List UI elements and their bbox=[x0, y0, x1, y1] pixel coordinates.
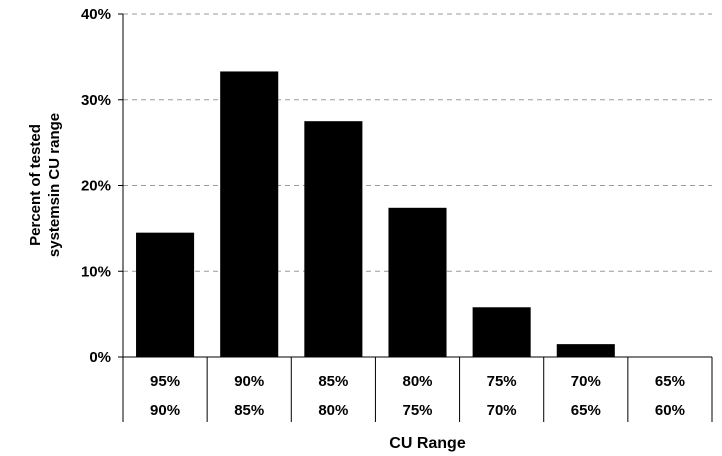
x-axis-categories: 95% 90% 90% 85% 85% 80% 80% 75% 75% 70% 70% 65% 65% 6… bbox=[122, 357, 713, 422]
y-tick-label-4: 40% bbox=[81, 6, 111, 23]
x-axis-label: CU Range bbox=[389, 435, 466, 452]
y-tick-label-3: 30% bbox=[81, 92, 111, 109]
y-tick-label-0: 0% bbox=[89, 349, 111, 366]
category-lower-label-4: 70% bbox=[487, 402, 517, 419]
category-upper-label-1: 90% bbox=[234, 373, 264, 390]
bar-0 bbox=[136, 232, 195, 357]
category-upper-label-0: 95% bbox=[150, 373, 180, 390]
y-tick-label-1: 10% bbox=[81, 263, 111, 280]
bar-5 bbox=[556, 344, 615, 357]
category-upper-label-3: 80% bbox=[402, 373, 432, 390]
bar-1 bbox=[220, 71, 279, 357]
y-axis-ticks: 0% 10% 20% 30% 40% bbox=[81, 6, 123, 366]
bar-4 bbox=[472, 307, 531, 357]
category-lower-label-0: 90% bbox=[150, 402, 180, 419]
category-lower-label-1: 85% bbox=[234, 402, 264, 419]
y-axis-label-line-0: Percent of tested bbox=[27, 124, 44, 246]
category-upper-label-6: 65% bbox=[655, 373, 685, 390]
bar-2 bbox=[304, 121, 363, 357]
category-lower-label-6: 60% bbox=[655, 402, 685, 419]
category-lower-label-5: 65% bbox=[571, 402, 601, 419]
category-upper-label-2: 85% bbox=[318, 373, 348, 390]
gridlines bbox=[123, 13, 712, 272]
bar-3 bbox=[388, 207, 447, 357]
category-lower-label-3: 75% bbox=[402, 402, 432, 419]
category-upper-label-5: 70% bbox=[571, 373, 601, 390]
y-axis-label: Percent of tested systemsin CU range bbox=[27, 113, 63, 257]
category-lower-label-2: 80% bbox=[318, 402, 348, 419]
category-upper-label-4: 75% bbox=[487, 373, 517, 390]
bars bbox=[136, 71, 615, 357]
y-tick-label-2: 20% bbox=[81, 178, 111, 195]
y-axis-label-line-1: systemsin CU range bbox=[46, 113, 63, 257]
